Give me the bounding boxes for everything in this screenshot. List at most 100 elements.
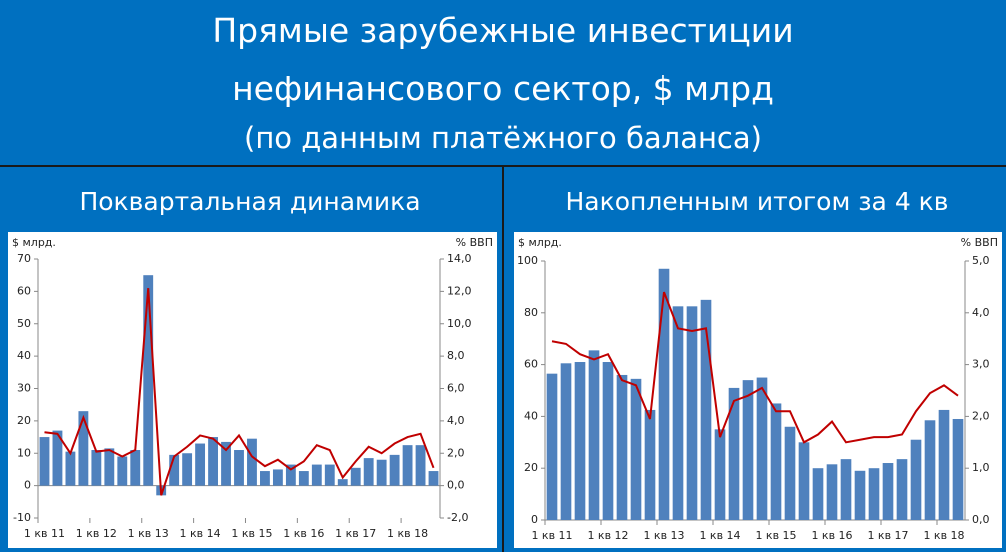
bar xyxy=(195,443,206,486)
bar xyxy=(868,468,880,520)
y2-axis-label: % ВВП xyxy=(961,236,998,249)
bar xyxy=(812,468,824,520)
title-line: нефинансового сектор, $ млрд xyxy=(232,69,774,108)
x-tick-label: 1 кв 18 xyxy=(923,529,964,542)
line xyxy=(44,288,435,496)
bar xyxy=(311,464,322,486)
y2-tick-label: 5,0 xyxy=(972,254,990,267)
bar xyxy=(644,409,656,520)
y-tick-label: 40 xyxy=(524,409,538,422)
bar xyxy=(756,377,768,520)
x-tick-label: 1 кв 11 xyxy=(24,527,65,540)
y2-tick-label: 0,0 xyxy=(447,479,465,492)
y-tick-label: 60 xyxy=(524,358,538,371)
bar xyxy=(672,306,684,520)
y2-tick-label: 0,0 xyxy=(972,513,990,526)
y-tick-label: 20 xyxy=(17,414,31,427)
bar xyxy=(630,378,642,520)
x-tick-label: 1 кв 17 xyxy=(867,529,908,542)
bar xyxy=(952,418,964,520)
bar xyxy=(938,409,950,520)
chart: $ млрд. % ВВП 0 20 40 60 80 100 0,0 1,0 2,0 3,0 4,0 5… xyxy=(517,236,998,542)
line xyxy=(551,291,959,444)
y2-tick-label: 10,0 xyxy=(447,317,472,330)
x-tick-label: 1 кв 11 xyxy=(531,529,572,542)
x-tick-label: 1 кв 15 xyxy=(755,529,796,542)
bar xyxy=(285,464,296,486)
bar xyxy=(686,306,698,520)
chart-panel xyxy=(8,232,497,548)
bar xyxy=(560,363,572,520)
x-tick-label: 1 кв 16 xyxy=(811,529,852,542)
y-tick-label: 10 xyxy=(17,446,31,459)
x-tick-label: 1 кв 16 xyxy=(283,527,324,540)
bar xyxy=(39,437,50,486)
bar xyxy=(221,441,231,486)
y2-tick-label: 1,0 xyxy=(972,461,990,474)
y2-tick-label: 2,0 xyxy=(447,446,465,459)
bar xyxy=(117,456,128,486)
y2-axis-label: % ВВП xyxy=(456,236,493,249)
y-tick-label: 100 xyxy=(517,254,538,267)
y2-tick-label: 4,0 xyxy=(972,306,990,319)
y2-tick-label: 8,0 xyxy=(447,349,465,362)
bar xyxy=(700,299,712,520)
x-tick-label: 1 кв 18 xyxy=(387,527,428,540)
x-tick-label: 1 кв 14 xyxy=(699,529,740,542)
bar xyxy=(169,454,180,486)
bar xyxy=(52,430,63,486)
title-line: Прямые зарубежные инвестиции xyxy=(212,11,793,50)
y-axis-label: $ млрд. xyxy=(518,236,562,249)
bar xyxy=(415,445,426,486)
y2-tick-label: 12,0 xyxy=(447,284,472,297)
bar xyxy=(247,438,257,486)
bar xyxy=(402,445,413,486)
y2-tick-label: 2,0 xyxy=(972,409,990,422)
x-tick-label: 1 кв 13 xyxy=(643,529,684,542)
bar xyxy=(298,471,309,486)
y2-tick-label: -2,0 xyxy=(447,511,468,524)
bar xyxy=(143,275,154,486)
bar xyxy=(896,459,908,520)
bar xyxy=(910,439,922,520)
x-tick-label: 1 кв 13 xyxy=(128,527,169,540)
bar xyxy=(854,470,866,520)
bar xyxy=(272,469,283,486)
y-tick-label: 30 xyxy=(17,382,31,395)
bar xyxy=(337,479,348,486)
bar xyxy=(91,450,102,486)
y-tick-label: 20 xyxy=(524,461,538,474)
x-tick-label: 1 кв 14 xyxy=(180,527,221,540)
x-tick-label: 1 кв 17 xyxy=(335,527,376,540)
bar xyxy=(130,450,141,486)
bar xyxy=(208,437,218,486)
bar xyxy=(389,454,400,486)
y2-tick-label: 4,0 xyxy=(447,414,465,427)
bar xyxy=(714,429,726,520)
bar xyxy=(78,411,89,486)
bar xyxy=(602,362,614,520)
bar xyxy=(65,451,76,486)
bar xyxy=(546,373,558,520)
chart: $ млрд. % ВВП -10 0 10 20 30 40 50 60 70 -2,0 0,0 2,0… xyxy=(12,236,493,540)
bar xyxy=(798,442,810,520)
bar xyxy=(588,350,600,520)
bar xyxy=(770,403,782,520)
y-tick-label: 60 xyxy=(17,284,31,297)
bar xyxy=(182,453,193,486)
bar xyxy=(324,464,335,486)
x-tick-label: 1 кв 12 xyxy=(76,527,117,540)
bar xyxy=(882,463,894,520)
bar xyxy=(260,471,270,486)
bar xyxy=(924,420,936,520)
bar xyxy=(234,450,244,486)
bar xyxy=(728,387,740,520)
bar xyxy=(350,467,361,486)
bar xyxy=(376,459,387,486)
bar xyxy=(104,448,115,486)
bar xyxy=(574,362,586,520)
bar xyxy=(428,471,439,486)
bar xyxy=(616,374,628,520)
